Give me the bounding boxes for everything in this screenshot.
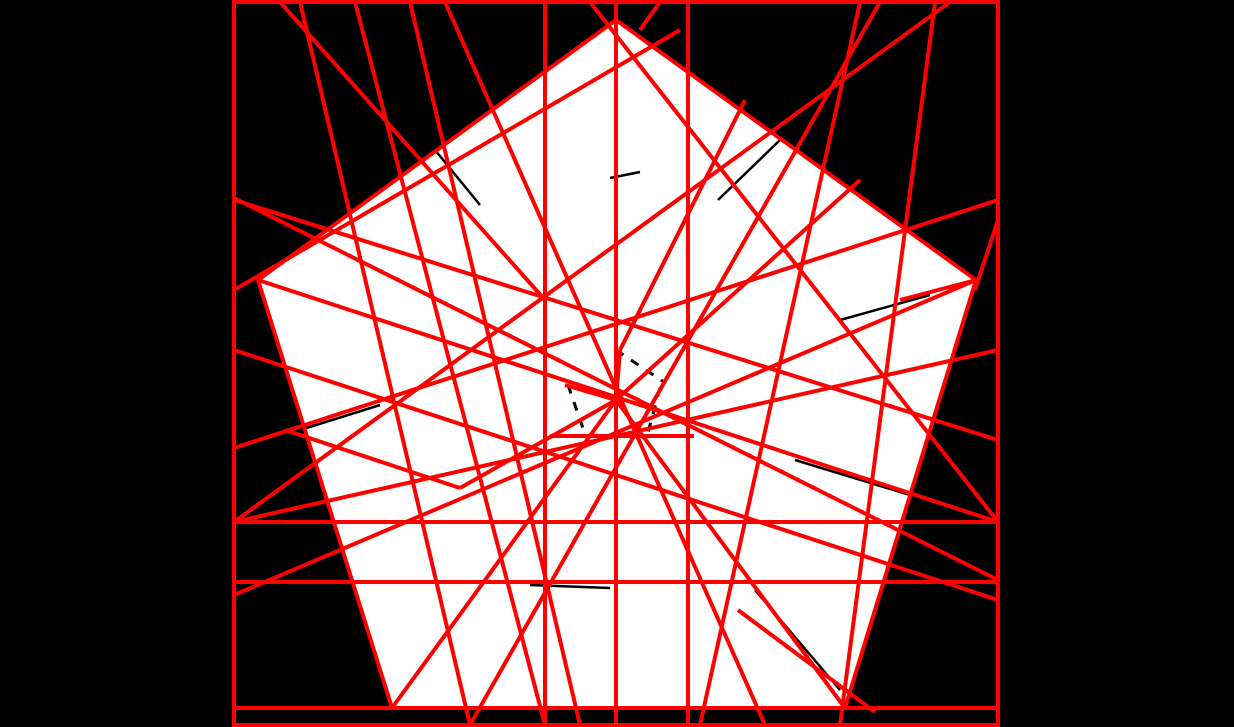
red-crease: [284, 428, 461, 490]
red-crease: [443, 1, 767, 726]
red-crease: [564, 383, 617, 402]
red-crease: [232, 0, 952, 524]
red-crease: [233, 348, 999, 524]
red-crease: [459, 398, 617, 490]
red-crease: [899, 278, 977, 302]
red-crease: [233, 198, 999, 450]
red-crease: [973, 219, 1000, 291]
red-crease: [614, 349, 622, 401]
red-crease: [614, 178, 862, 402]
red-crease: [638, 0, 662, 32]
red-crease: [618, 99, 747, 351]
red-crease: [614, 398, 847, 710]
red-crease: [233, 348, 999, 602]
red-crease: [233, 198, 999, 442]
red-crease: [257, 278, 999, 524]
red-crease: [233, 196, 999, 582]
red-crease: [588, 0, 1000, 524]
red-crease: [298, 1, 472, 726]
black-crease: [434, 149, 481, 206]
black-crease: [839, 293, 931, 322]
red-crease: [390, 398, 618, 710]
black-crease: [794, 458, 911, 497]
red-crease: [838, 1, 937, 726]
red-crease: [468, 1, 882, 726]
black-crease: [717, 139, 781, 201]
black-crease: [299, 403, 381, 432]
red-crease: [736, 608, 877, 714]
red-crease: [278, 0, 547, 302]
red-crease: [232, 28, 682, 292]
red-creases: [232, 0, 1000, 727]
